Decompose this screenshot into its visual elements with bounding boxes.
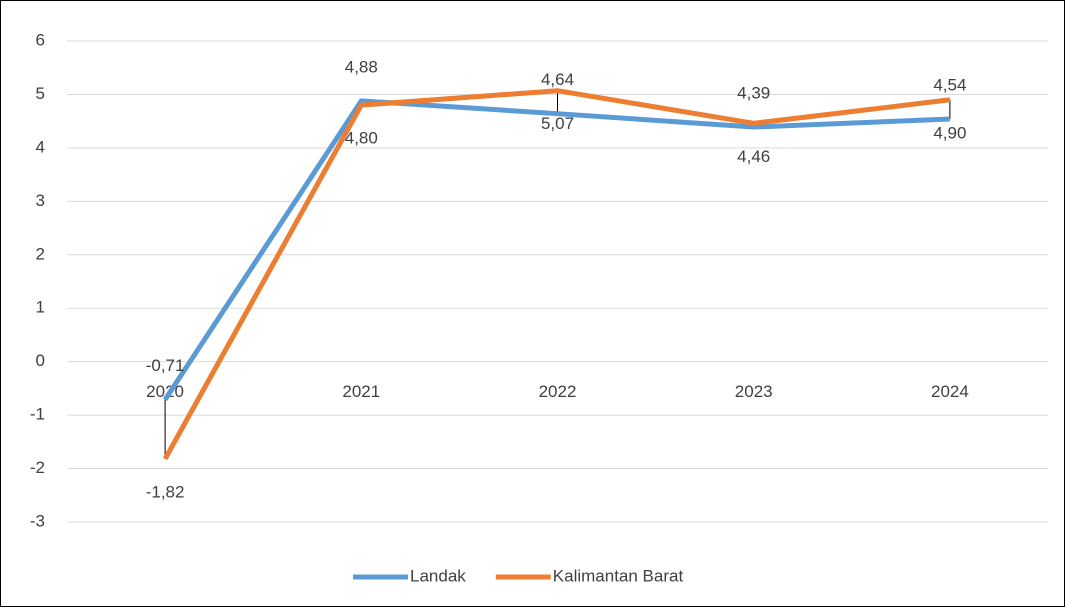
x-tick-label: 2023 xyxy=(735,382,773,401)
data-label: 5,07 xyxy=(541,114,574,133)
x-tick-label: 2021 xyxy=(342,382,380,401)
legend-label: Kalimantan Barat xyxy=(553,566,684,585)
data-label: 4,54 xyxy=(933,76,966,95)
data-label: -0,71 xyxy=(146,356,185,375)
y-tick-label: 2 xyxy=(36,244,45,263)
data-label: 4,80 xyxy=(345,129,378,148)
x-tick-label: 2024 xyxy=(931,382,969,401)
y-tick-label: -2 xyxy=(30,458,45,477)
data-label: 4,39 xyxy=(737,84,770,103)
y-tick-label: 4 xyxy=(36,137,45,156)
data-label: 4,88 xyxy=(345,57,378,76)
data-label: 4,46 xyxy=(737,147,770,166)
x-tick-label: 2022 xyxy=(539,382,577,401)
data-label: 4,64 xyxy=(541,70,574,89)
y-tick-label: -3 xyxy=(30,511,45,530)
y-tick-label: 3 xyxy=(36,191,45,210)
y-tick-label: 0 xyxy=(36,351,45,370)
series-line xyxy=(162,88,951,461)
y-tick-label: 1 xyxy=(36,298,45,317)
y-tick-label: 5 xyxy=(36,84,45,103)
y-tick-label: -1 xyxy=(30,405,45,424)
y-tick-label: 6 xyxy=(36,30,45,49)
data-label: 4,90 xyxy=(933,123,966,142)
data-label: -1,82 xyxy=(146,482,185,501)
legend-label: Landak xyxy=(410,566,466,585)
series-line xyxy=(163,98,951,401)
